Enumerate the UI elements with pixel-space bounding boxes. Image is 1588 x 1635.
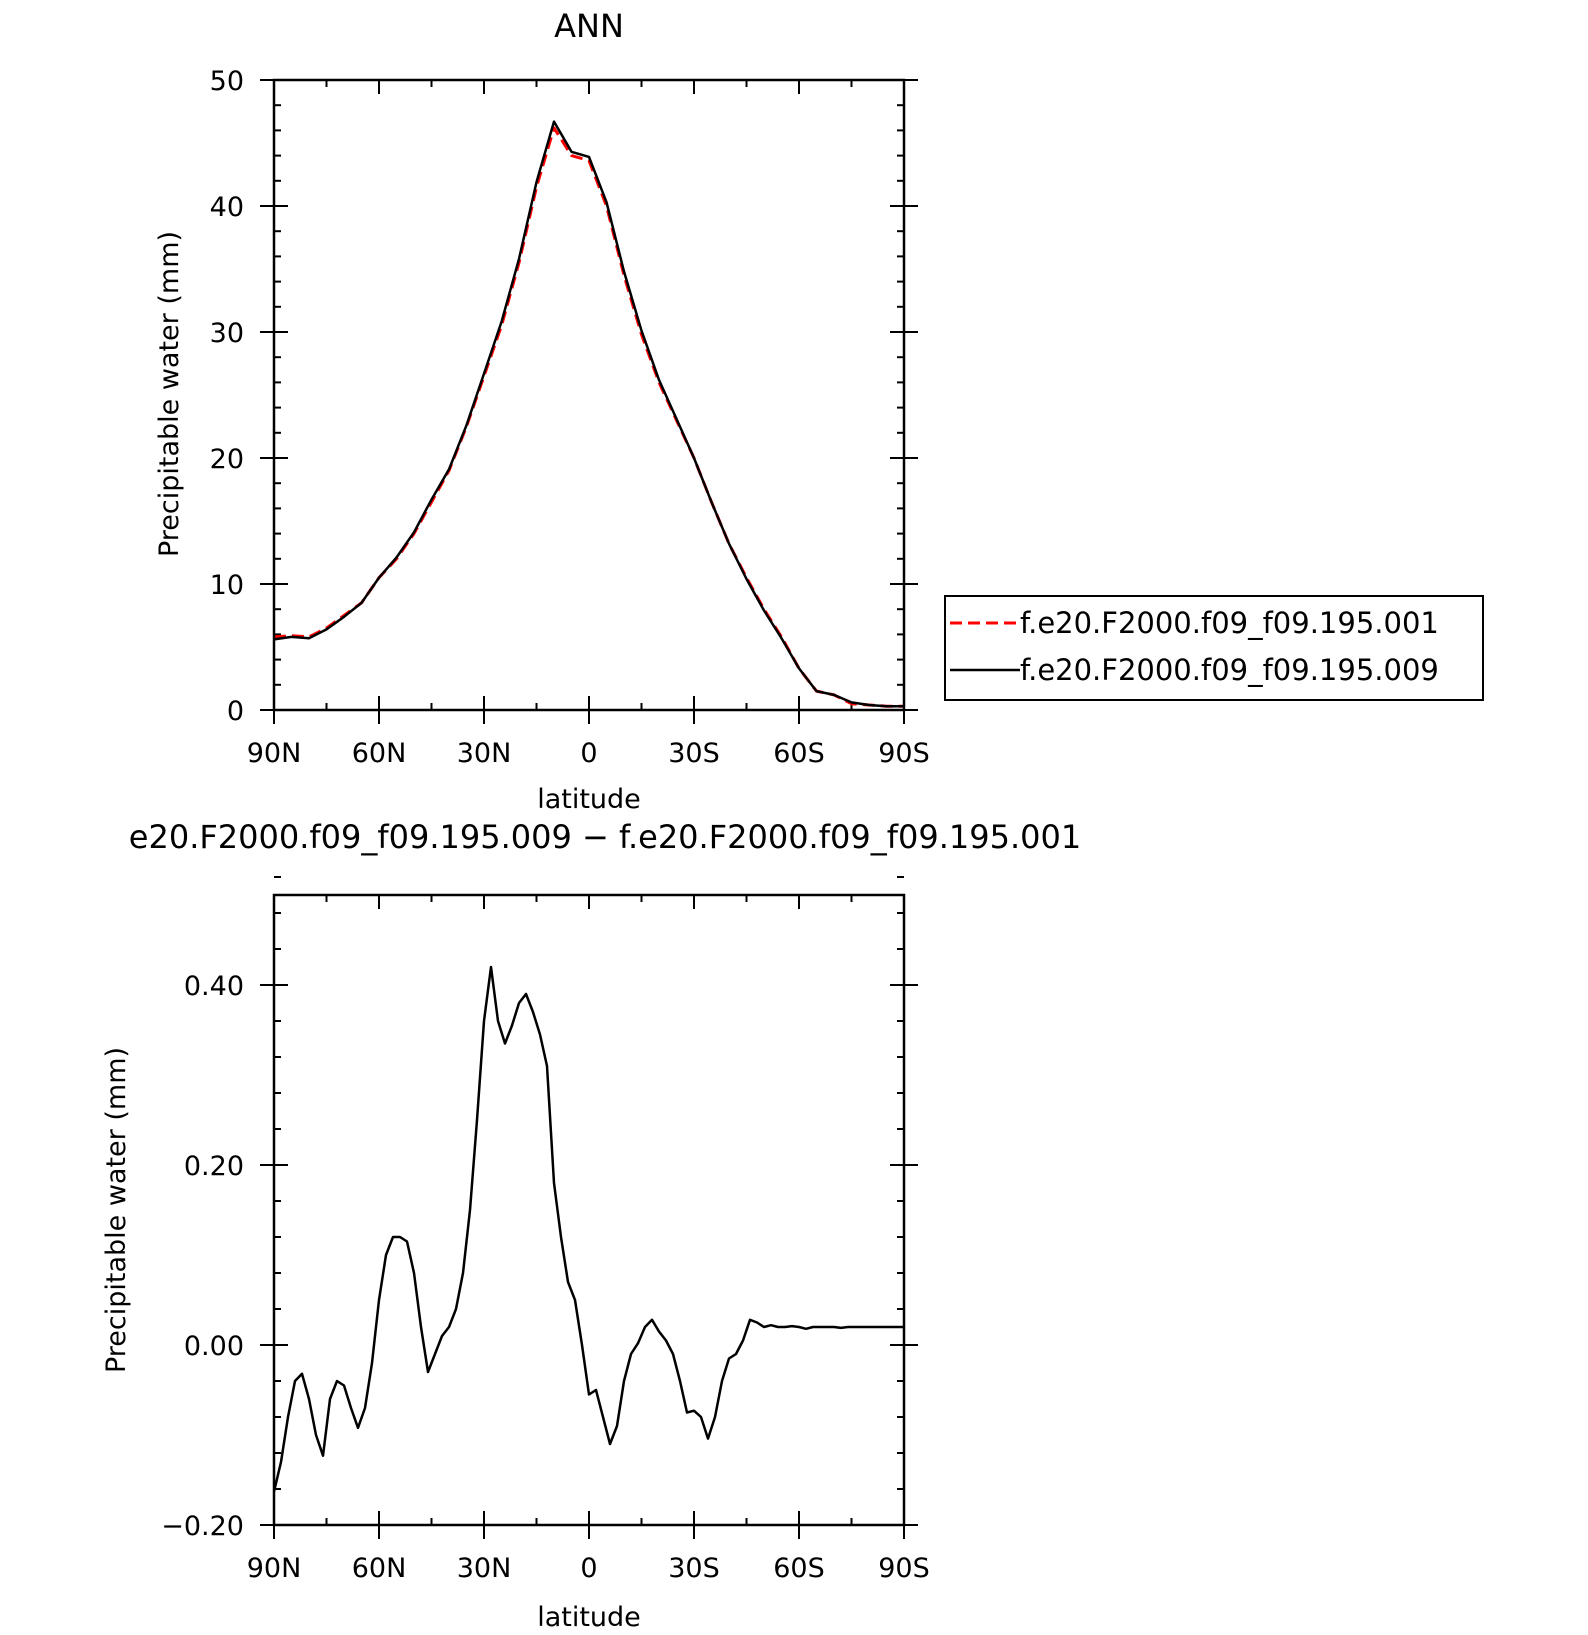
y-tick-label: 10 [210, 570, 244, 601]
x-tick-label: 90N [247, 1553, 302, 1584]
x-tick-label: 30S [668, 1553, 720, 1584]
y-tick-label: 20 [210, 444, 244, 475]
legend-label-009: f.e20.F2000.f09_f09.195.009 [1020, 653, 1439, 687]
x-tick-label: 30N [457, 1553, 512, 1584]
x-tick-label: 90S [878, 1553, 930, 1584]
x-tick-label: 60N [352, 738, 407, 769]
x-tick-label: 90N [247, 738, 302, 769]
top-chart-title: ANN [554, 7, 624, 45]
y-tick-label: 0.00 [184, 1331, 244, 1362]
y-tick-label: 0.20 [184, 1151, 244, 1182]
x-tick-label: 60S [773, 1553, 825, 1584]
legend: f.e20.F2000.f09_f09.195.001 f.e20.F2000.… [944, 595, 1484, 701]
x-tick-label: 30S [668, 738, 720, 769]
series-line-009 [273, 120, 904, 708]
bottom-series [272, 965, 904, 1492]
x-tick-label: 30N [457, 738, 512, 769]
bottom-x-axis-label: latitude [537, 1602, 641, 1633]
y-tick-label: 30 [210, 318, 244, 349]
top-series [273, 120, 904, 708]
bottom-y-axis-label: Precipitable water (mm) [101, 1047, 132, 1373]
x-tick-label: 0 [580, 738, 597, 769]
x-tick-label: 60N [352, 1553, 407, 1584]
legend-label-001: f.e20.F2000.f09_f09.195.001 [1020, 606, 1439, 640]
x-tick-label: 0 [580, 1553, 597, 1584]
top-ticks: 90N 60N 30N 0 30S 60S 90S 0 10 20 30 40 50 [210, 66, 930, 769]
bottom-panel: e20.F2000.f09_f09.195.009 − f.e20.F2000.… [101, 818, 1081, 1633]
top-plot-frame [272, 78, 906, 712]
bottom-chart-title: e20.F2000.f09_f09.195.009 − f.e20.F2000.… [129, 818, 1081, 856]
top-y-axis-label: Precipitable water (mm) [154, 231, 185, 557]
y-tick-label: 40 [210, 192, 244, 223]
top-panel: ANN Precipitable water (mm) latitude 90N… [154, 7, 930, 815]
legend-box [944, 595, 1484, 701]
y-tick-label: 0.40 [184, 971, 244, 1002]
bottom-plot-frame [272, 893, 906, 1527]
y-tick-label: 0 [227, 696, 244, 727]
y-tick-label: 50 [210, 66, 244, 97]
difference-line [272, 965, 904, 1492]
series-line-001 [273, 126, 904, 708]
y-tick-label: −0.20 [161, 1511, 244, 1542]
x-tick-label: 60S [773, 738, 825, 769]
top-x-axis-label: latitude [537, 784, 641, 815]
x-tick-label: 90S [878, 738, 930, 769]
